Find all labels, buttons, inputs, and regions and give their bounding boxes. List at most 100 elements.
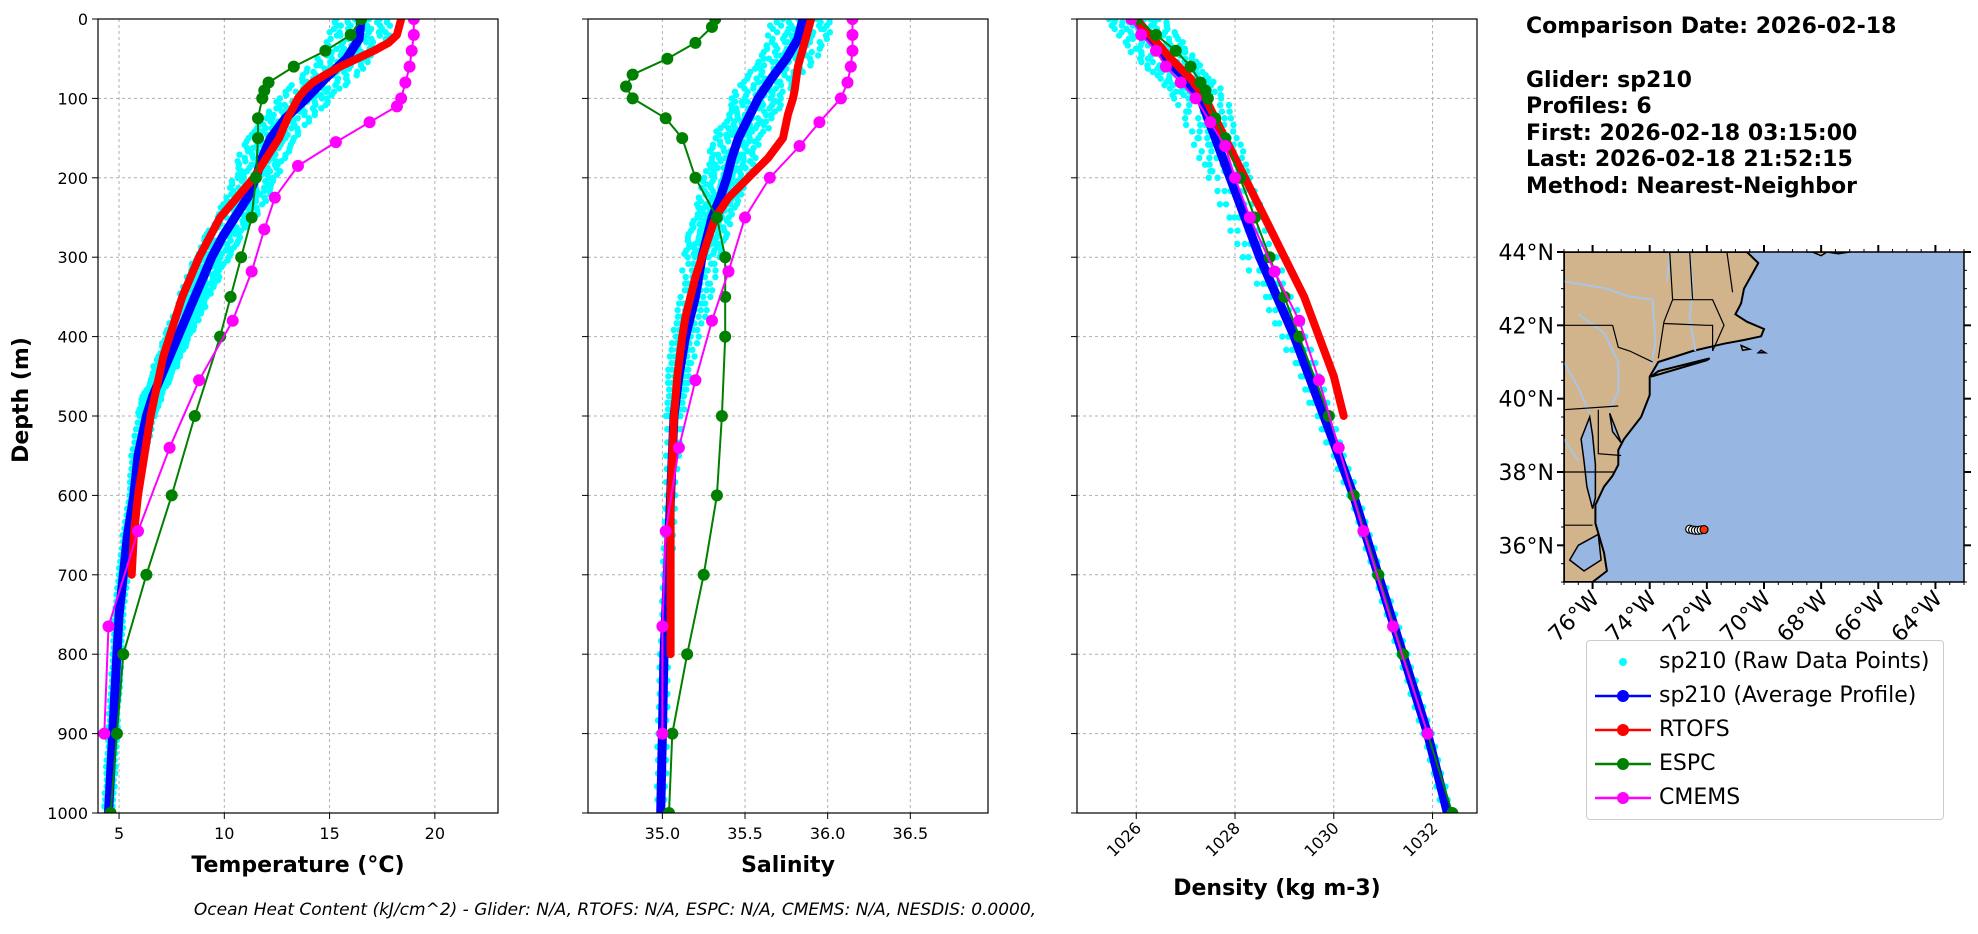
raw-data-point: [698, 320, 705, 327]
raw-data-point: [697, 306, 704, 314]
raw-data-point: [716, 131, 724, 138]
raw-data-point: [685, 260, 692, 268]
raw-data-point: [1234, 240, 1241, 248]
data-point-cmems: [1174, 76, 1187, 89]
data-point-cmems: [1150, 44, 1163, 57]
data-point-cmems: [846, 44, 859, 57]
raw-data-point: [682, 273, 689, 281]
raw-data-point: [680, 406, 688, 413]
raw-data-point: [773, 52, 780, 59]
map-lat-label: 40°N: [1499, 388, 1554, 413]
raw-data-point: [1195, 134, 1202, 142]
y-tick-label: 400: [57, 328, 88, 347]
raw-data-point: [742, 164, 749, 172]
raw-data-point: [725, 138, 732, 145]
river: [1665, 252, 1671, 282]
raw-data-point: [1157, 75, 1164, 82]
data-point-espc: [224, 290, 237, 303]
raw-data-point: [1208, 148, 1215, 155]
data-point-cmems: [763, 171, 776, 184]
raw-data-point: [1185, 108, 1192, 115]
raw-data-point: [677, 412, 684, 420]
raw-data-point: [1169, 81, 1177, 89]
raw-data-point: [765, 124, 772, 132]
raw-data-point: [337, 32, 344, 39]
raw-data-point: [712, 273, 719, 281]
raw-data-point: [1226, 214, 1233, 221]
raw-data-point: [703, 306, 710, 314]
data-point-espc: [249, 171, 262, 184]
x-axis-label: Density (kg m-3): [1173, 876, 1381, 901]
river: [1577, 313, 1620, 411]
data-point-cmems: [689, 374, 702, 387]
data-point-cmems: [846, 28, 859, 41]
x-tick-label: 36.0: [810, 824, 846, 843]
raw-data-point: [258, 201, 266, 208]
raw-data-point: [1222, 201, 1230, 208]
x-tick-label: 5: [114, 824, 124, 843]
data-point-espc: [719, 330, 732, 343]
data-point-espc: [245, 211, 258, 224]
raw-data-point: [1283, 346, 1290, 354]
data-point-cmems: [329, 136, 342, 149]
raw-data-point: [364, 58, 371, 66]
raw-data-point: [777, 81, 785, 89]
raw-data-point: [695, 313, 702, 320]
raw-data-point: [701, 300, 709, 307]
legend-label: CMEMS: [1659, 785, 1741, 810]
raw-data-point: [752, 154, 759, 162]
data-point-cmems: [292, 159, 304, 172]
raw-data-point: [1190, 141, 1198, 148]
raw-data-point: [668, 346, 675, 354]
data-point-cmems: [813, 116, 826, 129]
x-axis-label: Temperature (°C): [191, 853, 404, 878]
data-point-cmems: [1357, 525, 1370, 538]
data-point-espc: [626, 68, 639, 81]
raw-data-point: [665, 373, 672, 380]
raw-data-point: [1149, 58, 1156, 66]
data-point-cmems: [1243, 211, 1256, 224]
method: Method: Nearest-Neighbor: [1526, 174, 1857, 199]
state-border: [1597, 409, 1622, 457]
raw-data-point: [328, 91, 335, 99]
map-lon-label: 66°W: [1830, 586, 1891, 647]
series-line-espc: [625, 19, 727, 813]
raw-data-point: [1209, 167, 1216, 175]
raw-data-point: [769, 25, 777, 33]
raw-data-point: [1196, 128, 1203, 135]
x-tick-label: 35.0: [645, 824, 681, 843]
raw-data-point: [347, 22, 354, 29]
raw-data-point: [760, 55, 767, 62]
map-lon-label: 72°W: [1658, 586, 1719, 647]
raw-data-point: [311, 111, 318, 119]
x-tick-label: 35.5: [727, 824, 763, 843]
legend-item-glider: sp210 (Average Profile): [1587, 681, 1943, 711]
y-tick-label: 900: [57, 725, 88, 744]
raw-data-point: [1196, 121, 1204, 129]
data-point-espc: [1184, 60, 1197, 73]
raw-data-point: [1204, 134, 1211, 142]
comparison-date: Comparison Date: 2026-02-18: [1526, 14, 1897, 39]
data-point-espc: [620, 80, 633, 93]
raw-data-point: [664, 379, 672, 387]
raw-data-point: [1175, 101, 1182, 109]
data-point-cmems: [407, 19, 420, 25]
last-time: Last: 2026-02-18 21:52:15: [1526, 147, 1853, 172]
data-point-cmems: [705, 314, 718, 327]
raw-data-point: [707, 293, 714, 301]
data-point-espc: [666, 727, 679, 740]
raw-data-point: [708, 287, 716, 294]
raw-data-point: [720, 148, 728, 155]
map-lon-label: 76°W: [1544, 586, 1605, 647]
raw-data-point: [728, 131, 736, 138]
y-tick-label: 300: [57, 248, 88, 267]
state-border: [1564, 405, 1619, 411]
raw-data-point: [326, 29, 333, 36]
bay: [1568, 533, 1602, 572]
data-point-cmems: [656, 727, 669, 740]
raw-data-point: [376, 32, 383, 39]
raw-data-point: [367, 25, 375, 33]
data-point-cmems: [1125, 19, 1138, 25]
data-point-espc: [117, 648, 130, 661]
raw-data-point: [1233, 134, 1240, 142]
